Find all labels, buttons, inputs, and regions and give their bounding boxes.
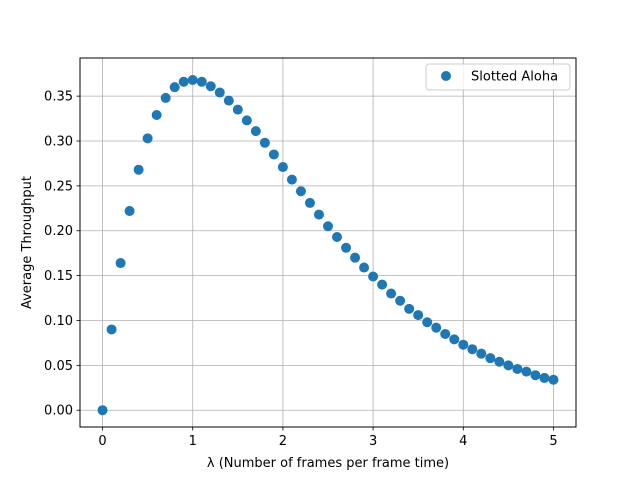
data-point bbox=[241, 115, 252, 126]
data-point bbox=[476, 348, 487, 359]
y-tick-label: 0.25 bbox=[44, 179, 73, 194]
data-point bbox=[377, 279, 388, 290]
data-point bbox=[187, 74, 198, 85]
data-point bbox=[350, 252, 361, 263]
data-point bbox=[467, 344, 478, 355]
axis-ticks: 0 1 2 3 4 5 0.00 0.05 0.10 0.15 0.20 0.25 0.30 0.35 bbox=[44, 90, 558, 449]
x-axis-label: λ (Number of frames per frame time) bbox=[207, 456, 449, 471]
data-point bbox=[413, 310, 424, 321]
x-tick-label: 4 bbox=[459, 434, 467, 449]
data-point bbox=[178, 76, 189, 87]
y-tick-label: 0.35 bbox=[44, 90, 73, 105]
data-point bbox=[431, 322, 442, 333]
data-point bbox=[133, 164, 144, 175]
data-point bbox=[341, 242, 352, 253]
data-point bbox=[323, 221, 333, 232]
data-point bbox=[485, 353, 496, 364]
data-point bbox=[196, 76, 207, 87]
legend: Slotted Aloha bbox=[425, 63, 571, 91]
legend-box bbox=[425, 63, 571, 91]
data-point bbox=[539, 372, 550, 383]
data-point bbox=[160, 92, 171, 103]
y-axis-label: Average Throughput bbox=[20, 176, 35, 309]
data-point bbox=[368, 271, 379, 282]
data-point bbox=[115, 258, 126, 269]
legend-marker bbox=[441, 71, 451, 81]
data-point bbox=[494, 356, 505, 367]
data-point bbox=[97, 405, 108, 416]
data-point bbox=[313, 209, 324, 220]
x-tick-label: 3 bbox=[369, 434, 377, 449]
x-tick-label: 2 bbox=[279, 434, 287, 449]
data-point bbox=[169, 82, 180, 93]
y-tick-label: 0.20 bbox=[44, 224, 73, 239]
data-point bbox=[449, 334, 460, 345]
data-point bbox=[521, 366, 532, 377]
data-point bbox=[404, 303, 415, 314]
legend-label: Slotted Aloha bbox=[471, 70, 558, 85]
data-point bbox=[277, 162, 288, 173]
data-point bbox=[295, 186, 306, 197]
data-point bbox=[151, 109, 162, 120]
data-point bbox=[332, 232, 343, 243]
data-point bbox=[214, 87, 225, 98]
y-tick-label: 0.10 bbox=[44, 314, 73, 329]
data-point bbox=[512, 363, 523, 374]
y-tick-label: 0.15 bbox=[44, 269, 73, 284]
data-point bbox=[440, 328, 451, 339]
data-point bbox=[268, 149, 279, 160]
data-point bbox=[503, 360, 514, 371]
data-point bbox=[259, 137, 270, 148]
data-point bbox=[548, 374, 559, 385]
y-tick-label: 0.05 bbox=[44, 359, 73, 374]
y-tick-label: 0.30 bbox=[44, 135, 73, 150]
y-tick-label: 0.00 bbox=[44, 404, 73, 419]
data-point bbox=[232, 104, 243, 115]
data-point bbox=[250, 126, 261, 137]
x-tick-label: 5 bbox=[549, 434, 557, 449]
data-point bbox=[530, 370, 541, 381]
data-point bbox=[304, 197, 315, 208]
data-point bbox=[386, 288, 397, 299]
data-point bbox=[124, 206, 135, 217]
data-point bbox=[395, 295, 406, 306]
data-point bbox=[205, 81, 216, 92]
x-tick-label: 0 bbox=[98, 434, 106, 449]
plot-frame bbox=[79, 57, 577, 428]
data-point bbox=[142, 133, 153, 144]
scatter-points bbox=[97, 74, 559, 416]
x-tick-label: 1 bbox=[189, 434, 197, 449]
data-point bbox=[359, 262, 370, 273]
data-point bbox=[106, 324, 117, 335]
data-point bbox=[422, 317, 433, 328]
data-point bbox=[458, 339, 469, 350]
data-point bbox=[223, 95, 234, 106]
data-point bbox=[286, 174, 297, 185]
